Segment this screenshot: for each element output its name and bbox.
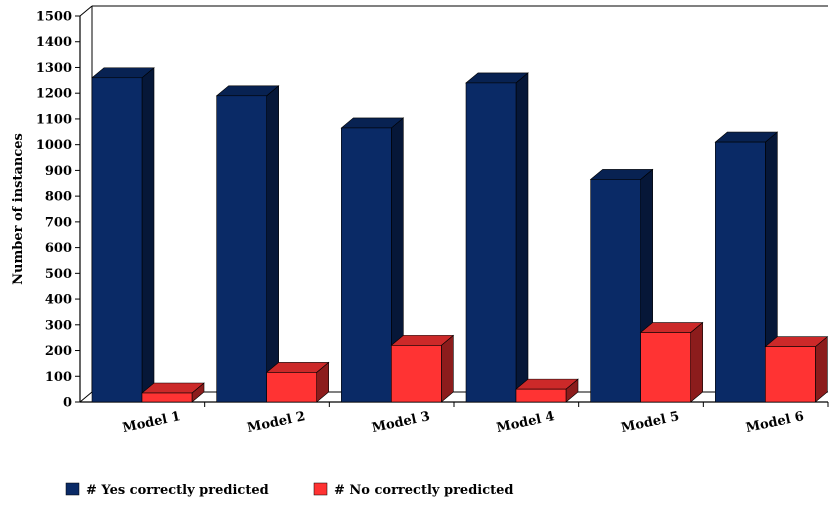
y-tick-label: 1100 bbox=[36, 112, 72, 127]
bar-side-face bbox=[441, 334, 454, 403]
bars-layer bbox=[91, 67, 829, 403]
y-tick-labels: 0 100 200 300 400 500 600 700 800 900 1000 1100 1200… bbox=[36, 10, 72, 411]
bar-no bbox=[639, 321, 704, 403]
bar-front-face bbox=[465, 82, 517, 403]
bar-front-face bbox=[515, 388, 567, 403]
bar-side-face bbox=[515, 72, 529, 403]
bar-yes bbox=[465, 72, 529, 403]
y-tick-label: 400 bbox=[45, 293, 72, 308]
legend-swatch bbox=[65, 482, 80, 496]
bar-front-face bbox=[765, 346, 816, 403]
bar-front-face bbox=[391, 345, 442, 403]
bar-no bbox=[390, 334, 455, 403]
bar-no bbox=[141, 382, 205, 403]
bar-yes bbox=[589, 168, 654, 403]
x-tick-label: Model 1 bbox=[121, 409, 182, 436]
x-tick-labels: Model 1 Model 2 Model 3 Model 4 Model 5 Model… bbox=[121, 409, 805, 436]
bar-front-face bbox=[216, 95, 267, 403]
y-tick-label: 900 bbox=[45, 164, 72, 179]
legend-item-yes: # Yes correctly predicted bbox=[65, 482, 269, 498]
bar-no bbox=[515, 378, 579, 403]
y-tick-label: 700 bbox=[45, 215, 72, 230]
legend-item-no: # No correctly predicted bbox=[313, 482, 514, 498]
bar-yes bbox=[340, 117, 405, 403]
axes-layer bbox=[75, 5, 829, 407]
wall-top-left-edge bbox=[79, 5, 93, 17]
y-tick-label: 1400 bbox=[36, 35, 72, 50]
x-tick-label: Model 4 bbox=[495, 409, 556, 436]
legend: # Yes correctly predicted # No correctly … bbox=[65, 482, 514, 498]
bar-side-face bbox=[690, 321, 703, 403]
legend-swatch bbox=[313, 482, 328, 496]
bar-side-face bbox=[266, 85, 279, 403]
bar-yes bbox=[91, 67, 155, 403]
bar-front-face bbox=[341, 127, 392, 403]
y-tick-label: 300 bbox=[45, 318, 72, 333]
bar-front-face bbox=[640, 332, 691, 403]
x-tick-label: Model 3 bbox=[371, 409, 432, 436]
bar-front-face bbox=[590, 179, 641, 403]
y-tick-label: 800 bbox=[45, 190, 72, 205]
y-tick-label: 600 bbox=[45, 241, 72, 256]
bar-yes bbox=[714, 131, 779, 403]
y-tick-label: 500 bbox=[45, 267, 72, 282]
bar-front-face bbox=[91, 77, 143, 403]
y-tick-label: 0 bbox=[63, 396, 72, 411]
x-tick-label: Model 2 bbox=[246, 409, 307, 436]
y-tick-label: 1200 bbox=[36, 87, 72, 102]
bar-front-face bbox=[266, 372, 317, 403]
y-tick-label: 100 bbox=[45, 370, 72, 385]
bar-yes bbox=[215, 85, 280, 403]
bar-front-face bbox=[141, 392, 193, 403]
x-tick-label: Model 6 bbox=[745, 409, 806, 436]
bar-front-face bbox=[715, 141, 766, 403]
bar-side-face bbox=[815, 336, 828, 403]
y-tick-label: 1000 bbox=[36, 138, 72, 153]
y-axis-title: Number of instances bbox=[11, 133, 26, 285]
y-tick-label: 200 bbox=[45, 344, 72, 359]
y-tick-label: 1500 bbox=[36, 10, 72, 25]
bar-no bbox=[764, 336, 829, 403]
y-tick-label: 1300 bbox=[36, 61, 72, 76]
floor-left-edge bbox=[79, 391, 93, 403]
bar-no bbox=[265, 361, 330, 403]
legend-label: # Yes correctly predicted bbox=[86, 483, 269, 498]
legend-label: # No correctly predicted bbox=[334, 483, 514, 498]
bar-side-face bbox=[141, 67, 155, 403]
x-tick-label: Model 5 bbox=[620, 409, 681, 436]
